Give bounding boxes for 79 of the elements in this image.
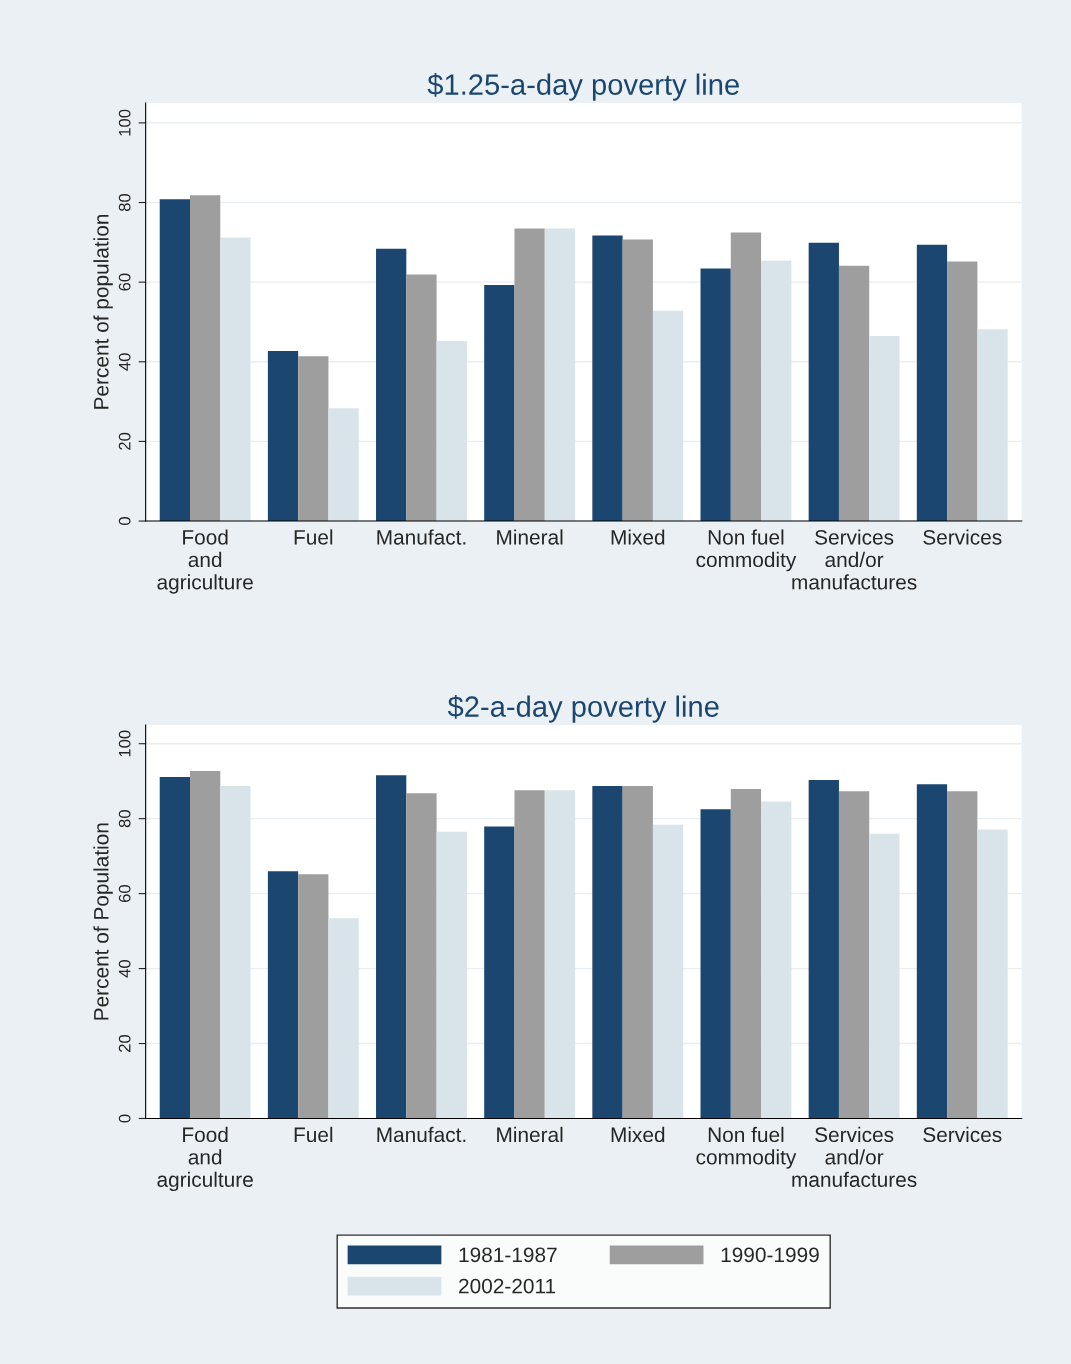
y-axis-title: Percent of Population [93, 823, 113, 1020]
x-tick-label: Services [923, 529, 1002, 545]
bar [159, 777, 190, 1119]
bar [220, 237, 251, 522]
chart-title: $2-a-day poverty line [447, 695, 719, 723]
bar [436, 341, 467, 522]
y-tick-label: 60 [118, 885, 131, 903]
bar [977, 329, 1008, 522]
bar [947, 261, 978, 522]
y-tick-label: 0 [118, 1114, 131, 1123]
bar [406, 274, 437, 522]
bar [730, 789, 762, 1119]
bar [622, 239, 653, 522]
bar [808, 780, 839, 1119]
x-tick-label: Manufact. [377, 529, 466, 545]
bar [916, 244, 948, 522]
y-tick-label: 40 [118, 959, 131, 978]
bar [514, 228, 545, 522]
y-axis-title: Percent of population [93, 214, 113, 409]
legend-label: 1981-1987 [459, 1247, 557, 1263]
bar [298, 874, 329, 1119]
y-tick-label: 80 [118, 193, 131, 212]
y-tick-label: 100 [118, 730, 131, 757]
bar [436, 831, 467, 1119]
bar [808, 242, 839, 522]
bar [298, 356, 329, 522]
bar [267, 351, 299, 522]
legend-label: 2002-2011 [459, 1278, 556, 1294]
bar [484, 284, 515, 522]
bar [730, 232, 762, 522]
bar [159, 199, 190, 522]
y-tick-label: 40 [118, 353, 131, 371]
bar [328, 918, 359, 1119]
bar [406, 793, 437, 1119]
bar [267, 871, 299, 1119]
bar [592, 786, 623, 1119]
bar [916, 784, 948, 1119]
chart-title: $1.25-a-day poverty line [427, 73, 739, 101]
x-tick-label: Manufact. [377, 1126, 466, 1143]
bar [376, 248, 407, 522]
bar [592, 235, 623, 522]
x-tick-label: Food and agriculture [157, 529, 253, 594]
y-tick-label: 20 [118, 1034, 131, 1052]
bar [700, 809, 731, 1119]
bar [947, 791, 978, 1119]
x-tick-label: Fuel [294, 529, 333, 545]
legend-label: 1990-1999 [721, 1247, 819, 1263]
bar [652, 824, 684, 1119]
bar [544, 790, 576, 1119]
x-tick-label: Mineral [497, 529, 563, 545]
x-tick-label: Mixed [611, 529, 665, 545]
y-tick-label: 80 [118, 810, 131, 828]
bar [190, 195, 221, 522]
bar [544, 228, 576, 522]
bar [220, 786, 251, 1119]
x-tick-label: Food and agriculture [157, 1126, 253, 1192]
x-tick-label: Mineral [497, 1126, 563, 1143]
bar [761, 801, 792, 1119]
x-tick-label: Fuel [294, 1126, 333, 1143]
bar [652, 310, 684, 522]
bar [376, 775, 407, 1119]
bar [700, 268, 731, 522]
y-tick-label: 20 [118, 432, 131, 450]
bar [190, 771, 221, 1119]
bar [838, 265, 870, 522]
bar [328, 408, 359, 522]
bar [869, 833, 900, 1119]
bar [838, 791, 870, 1119]
bar [761, 260, 792, 522]
y-tick-label: 60 [118, 273, 131, 291]
bar [869, 335, 900, 522]
x-tick-label: Services [923, 1126, 1002, 1143]
y-tick-label: 100 [118, 109, 131, 136]
bar [977, 829, 1008, 1119]
bar [514, 790, 545, 1119]
y-tick-label: 0 [118, 517, 131, 526]
x-tick-label: Mixed [611, 1126, 665, 1143]
bar [484, 826, 515, 1119]
bar [622, 786, 653, 1119]
